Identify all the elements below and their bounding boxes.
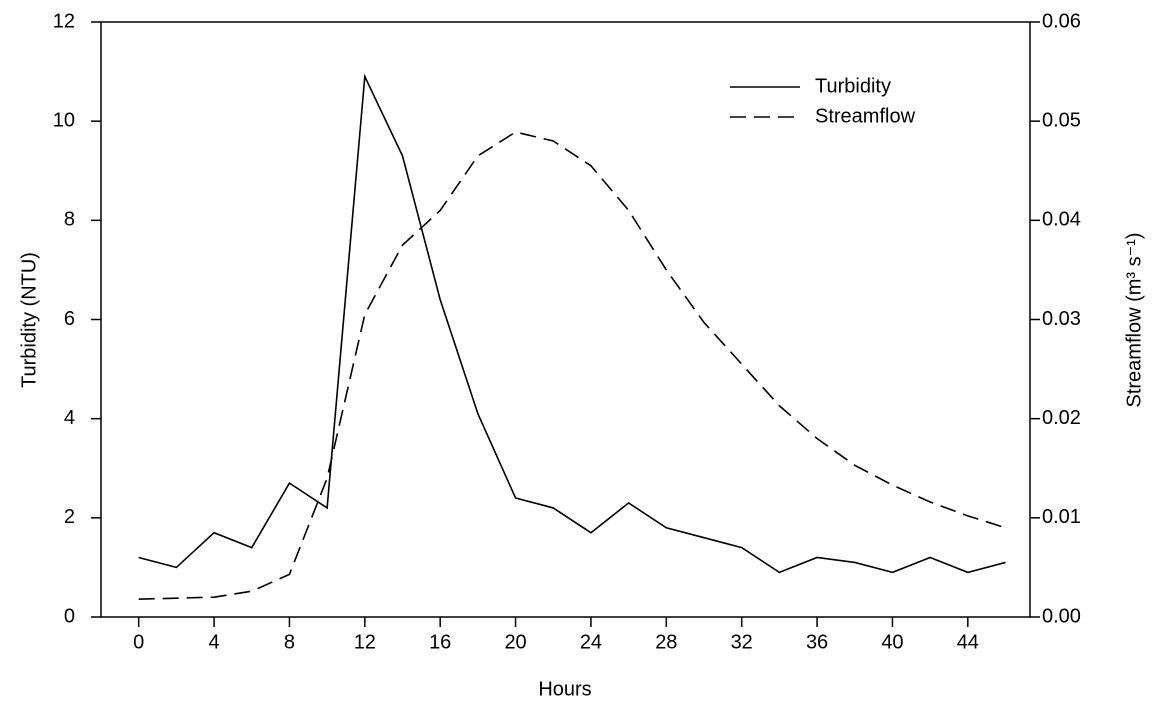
x-tick-label: 24 [580,631,602,653]
y-tick-label: 8 [64,209,75,231]
x-tick-label: 28 [655,631,677,653]
legend-label: Streamflow [815,105,916,127]
x-tick-label: 8 [284,631,295,653]
x-tick-label: 44 [957,631,979,653]
x-tick-label: 36 [806,631,828,653]
x-tick-label: 20 [504,631,526,653]
y2-tick-label: 0.04 [1042,209,1081,231]
y2-tick-label: 0.00 [1042,605,1081,627]
x-axis-label: Hours [538,678,591,700]
x-tick-label: 16 [429,631,451,653]
y-axis-label: Turbidity (NTU) [18,252,40,388]
y-tick-label: 2 [64,506,75,528]
series-line [138,73,1006,574]
x-tick-label: 4 [209,631,220,653]
legend-label: Turbidity [815,75,891,97]
x-tick-label: 40 [881,631,903,653]
y-tick-label: 6 [64,308,75,330]
y2-tick-label: 0.05 [1042,109,1081,131]
y2-tick-label: 0.01 [1042,506,1081,528]
x-tick-label: 32 [731,631,753,653]
y-tick-label: 12 [53,10,75,32]
x-tick-label: 12 [354,631,376,653]
y2-tick-label: 0.06 [1042,10,1081,32]
y2-tick-label: 0.02 [1042,407,1081,429]
x-tick-label: 0 [133,631,144,653]
y-tick-label: 0 [64,605,75,627]
y2-axis-label: Streamflow (m³ s⁻¹) [1123,233,1145,408]
y2-tick-label: 0.03 [1042,308,1081,330]
y-tick-label: 4 [64,407,75,429]
y-tick-label: 10 [53,109,75,131]
series-line [138,131,1006,600]
